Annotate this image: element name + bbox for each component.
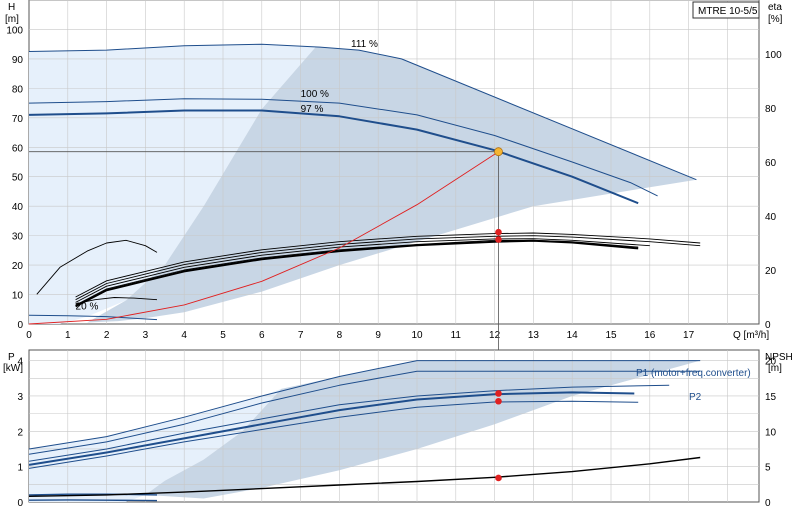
y-left-tick-label: 70 — [12, 114, 24, 125]
power-curve — [28, 400, 639, 469]
speed-percent-label: 111 % — [351, 39, 378, 50]
x-tick-label: 10 — [411, 330, 423, 341]
power-curve — [28, 370, 701, 455]
efficiency-curve — [36, 239, 158, 295]
efficiency-duty-marker — [495, 236, 502, 243]
x-tick-label: 7 — [298, 330, 304, 341]
y-right-tick-label: 40 — [765, 212, 777, 223]
y-left-tick-label: 50 — [12, 173, 24, 184]
power-tick-label: 3 — [17, 392, 23, 403]
speed-percent-label: 20 % — [76, 301, 99, 312]
top-y-right-unit: eta — [768, 2, 782, 13]
y-right-tick-label: 20 — [765, 266, 777, 277]
head-curve-min — [28, 314, 158, 321]
bottom-y-left-unit: P — [8, 352, 15, 363]
efficiency-curve — [75, 238, 650, 303]
power-tick-label: 4 — [17, 357, 23, 368]
y-left-tick-label: 40 — [12, 202, 24, 213]
x-tick-label: 17 — [683, 330, 695, 341]
npsh-tick-label: 5 — [765, 463, 771, 474]
head-curve — [28, 43, 697, 181]
y-right-tick-label: 60 — [765, 158, 777, 169]
legend-p2: P2 — [689, 392, 702, 403]
x-tick-label: 6 — [259, 330, 265, 341]
power-curve — [28, 384, 670, 462]
x-tick-label: 13 — [528, 330, 540, 341]
x-tick-label: 8 — [337, 330, 343, 341]
model-label: MTRE 10-5/5 — [698, 6, 758, 17]
power-curve-duty — [28, 391, 635, 466]
power-tick-label: 0 — [17, 498, 23, 509]
top-y-left-unit: H — [8, 2, 15, 13]
y-left-tick-label: 100 — [6, 25, 23, 36]
bottom-chart: 0 1 2 3 4 0 5 10 15 20 — [17, 349, 777, 509]
speed-percent-label: 100 % — [301, 89, 329, 100]
power-tick-label: 2 — [17, 427, 23, 438]
y-left-tick-label: 60 — [12, 143, 24, 154]
efficiency-duty-marker — [495, 228, 502, 236]
bottom-y-right-bracket: [m] — [768, 363, 782, 374]
x-tick-label: 16 — [644, 330, 656, 341]
legend-p1: P1 (motor+freq.converter) — [636, 368, 751, 379]
x-tick-label: 2 — [104, 330, 110, 341]
npsh-duty-marker — [495, 474, 502, 482]
y-left-tick-label: 10 — [12, 291, 24, 302]
y-right-tick-label: 80 — [765, 104, 777, 115]
x-tick-label: 4 — [181, 330, 187, 341]
speed-percent-label: 97 % — [301, 104, 324, 115]
x-tick-label: 14 — [567, 330, 579, 341]
npsh-tick-label: 20 — [765, 357, 777, 368]
power-tick-label: 1 — [17, 463, 23, 474]
y-left-tick-label: 80 — [12, 84, 24, 95]
npsh-tick-label: 15 — [765, 392, 777, 403]
npsh-tick-label: 10 — [765, 427, 777, 438]
x-tick-label: 11 — [451, 330, 462, 341]
efficiency-curve-duty — [75, 239, 639, 308]
bottom-y-right-unit: NPSH — [765, 352, 793, 363]
efficiency-curve — [75, 235, 701, 301]
efficiency-curve — [75, 297, 158, 305]
x-tick-label: 12 — [489, 330, 501, 341]
duty-point-marker — [494, 147, 503, 157]
efficiency-curve — [75, 232, 701, 298]
power-range-light — [29, 388, 282, 502]
y-left-tick-label: 20 — [12, 261, 24, 272]
model-label-box — [692, 1, 760, 19]
bottom-y-left-bracket: [kW] — [3, 363, 23, 374]
power-duty-marker — [495, 390, 502, 397]
y-right-tick-label: 100 — [765, 50, 782, 61]
power-curve — [28, 360, 701, 450]
npsh-curve — [28, 456, 701, 497]
x-tick-label: 9 — [375, 330, 381, 341]
y-left-tick-label: 0 — [17, 320, 23, 331]
power-curve-min — [28, 499, 158, 502]
top-y-right-bracket: [%] — [768, 14, 783, 25]
x-axis-label: Q [m³/h] — [733, 330, 769, 341]
y-left-tick-label: 90 — [12, 55, 24, 66]
x-tick-label: 5 — [220, 330, 226, 341]
npsh-tick-label: 0 — [765, 498, 771, 509]
top-chart: 0 1 2 3 4 5 6 7 8 9 10 11 12 13 14 15 16 1701020304050607… — [6, 0, 782, 502]
system-curve — [28, 151, 499, 325]
x-tick-label: 15 — [605, 330, 617, 341]
x-tick-label: 3 — [143, 330, 149, 341]
head-curve — [28, 98, 658, 197]
top-y-left-bracket: [m] — [5, 14, 19, 25]
head-curve-duty — [28, 109, 639, 205]
y-right-tick-label: 0 — [765, 320, 771, 331]
x-tick-label: 0 — [26, 330, 32, 341]
y-left-tick-label: 30 — [12, 232, 24, 243]
power-range-shaded — [145, 360, 701, 499]
power-duty-marker — [495, 397, 502, 405]
x-tick-label: 1 — [65, 330, 71, 341]
